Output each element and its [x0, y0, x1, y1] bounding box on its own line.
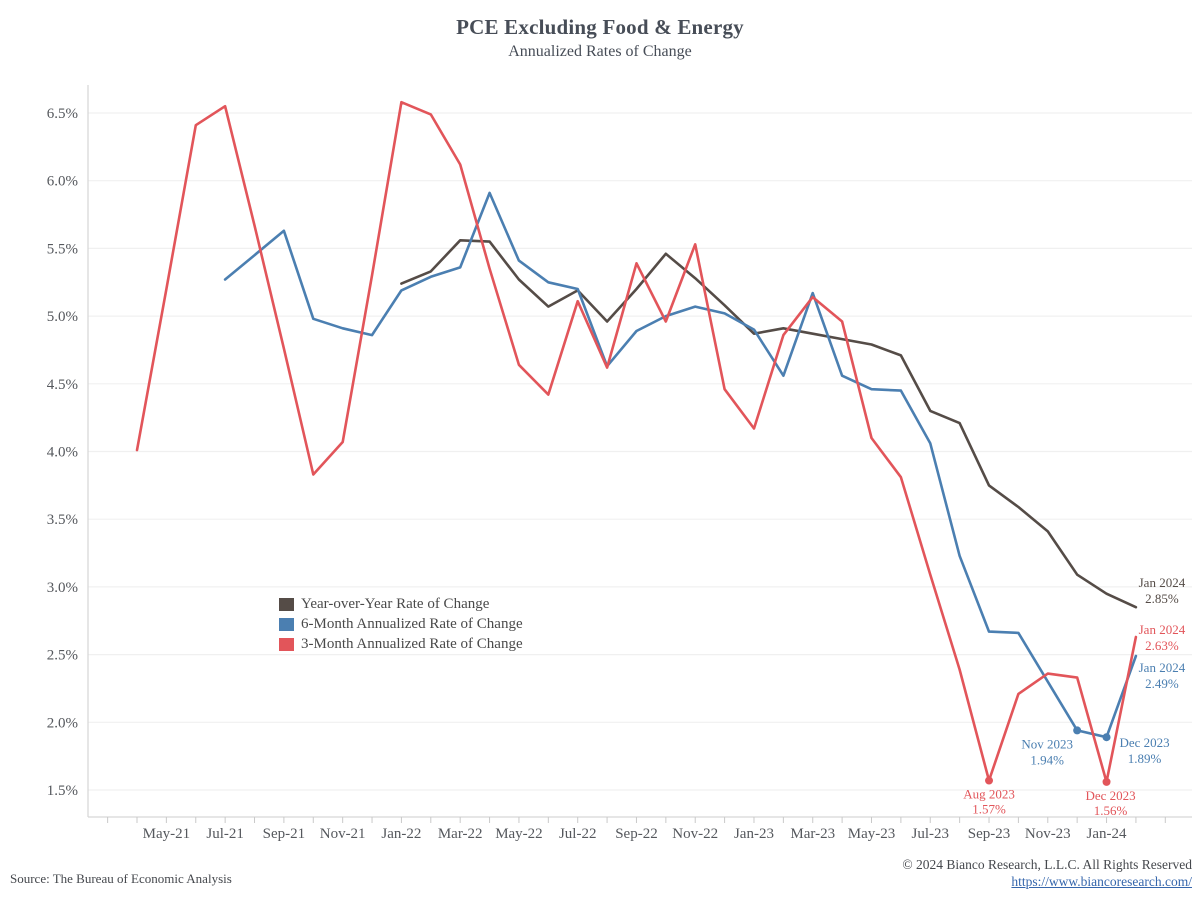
legend-label-3month: 3-Month Annualized Rate of Change — [301, 635, 523, 652]
x-axis-tick-label: Jan-24 — [1087, 826, 1127, 842]
y-axis-tick-label: 4.0% — [47, 445, 78, 461]
x-axis-tick-label: May-22 — [495, 826, 543, 842]
legend-item-3month: 3-Month Annualized Rate of Change — [279, 634, 523, 654]
m6-line — [223, 191, 1138, 739]
m3-annotation-marker — [1102, 777, 1111, 786]
x-axis-tick-label: Mar-23 — [790, 826, 835, 842]
x-axis-tick-label: Jan-22 — [381, 826, 421, 842]
legend-label-yoy: Year-over-Year Rate of Change — [301, 595, 490, 612]
x-axis-tick-label: Jul-22 — [559, 826, 597, 842]
m6-annotation-marker — [1102, 733, 1111, 742]
x-axis-tick-label: Jul-21 — [206, 826, 244, 842]
source-note: Source: The Bureau of Economic Analysis — [10, 871, 232, 886]
y-axis-tick-label: 6.5% — [47, 106, 78, 122]
legend-item-yoy: Year-over-Year Rate of Change — [279, 594, 523, 614]
chart-header: PCE Excluding Food & Energy Annualized R… — [0, 15, 1200, 61]
yoy-annotation-label: Jan 2024 2.85% — [1139, 575, 1186, 606]
x-axis-tick-label: Jan-23 — [734, 826, 774, 842]
x-axis-tick-label: Nov-21 — [320, 826, 366, 842]
m3-annotation-label: Aug 2023 1.57% — [963, 787, 1015, 817]
3month-color-swatch — [279, 637, 294, 651]
y-axis-tick-label: 1.5% — [47, 783, 78, 799]
chart-title: PCE Excluding Food & Energy — [456, 15, 744, 39]
legend-label-6month: 6-Month Annualized Rate of Change — [301, 615, 523, 632]
m6-annotation-label: Dec 2023 1.89% — [1119, 735, 1169, 766]
chart-subtitle: Annualized Rates of Change — [508, 43, 692, 60]
copyright-text: © 2024 Bianco Research, L.L.C. All Right… — [902, 857, 1192, 872]
x-axis-tick-label: Jul-23 — [912, 826, 950, 842]
x-axis-tick-label: Nov-23 — [1025, 826, 1071, 842]
chart-legend: Year-over-Year Rate of Change 6-Month An… — [279, 594, 523, 654]
y-axis-tick-label: 4.5% — [47, 377, 78, 393]
m3-line — [135, 100, 1138, 784]
m3-annotation-marker — [985, 776, 994, 785]
yoy-line — [400, 239, 1138, 609]
copyright-block: © 2024 Bianco Research, L.L.C. All Right… — [902, 856, 1192, 890]
x-axis-tick-label: Mar-22 — [438, 826, 483, 842]
6month-color-swatch — [279, 617, 294, 631]
m3-annotation-label: Dec 2023 1.56% — [1085, 788, 1135, 818]
y-axis-tick-label: 2.0% — [47, 715, 78, 731]
x-axis-tick-label: Nov-22 — [672, 826, 718, 842]
y-axis-tick-label: 5.5% — [47, 241, 78, 257]
yoy-color-swatch — [279, 597, 294, 611]
y-axis-tick-label: 5.0% — [47, 309, 78, 325]
y-axis-tick-label: 2.5% — [47, 648, 78, 664]
m6-annotation-label: Jan 2024 2.49% — [1139, 660, 1186, 691]
y-axis-tick-label: 6.0% — [47, 174, 78, 190]
x-axis-tick-label: May-21 — [143, 826, 191, 842]
m3-annotation-label: Jan 2024 2.63% — [1139, 622, 1186, 653]
legend-item-6month: 6-Month Annualized Rate of Change — [279, 614, 523, 634]
x-axis-tick-label: Sep-21 — [263, 826, 306, 842]
y-axis-tick-label: 3.0% — [47, 580, 78, 596]
x-axis-tick-label: Sep-23 — [968, 826, 1011, 842]
y-axis-tick-label: 3.5% — [47, 512, 78, 528]
research-link[interactable]: https://www.biancoresearch.com/ — [1011, 874, 1192, 889]
x-axis-tick-label: Sep-22 — [615, 826, 658, 842]
m6-annotation-marker — [1073, 726, 1082, 735]
m6-annotation-label: Nov 2023 1.94% — [1021, 736, 1073, 767]
x-axis-tick-label: May-23 — [848, 826, 896, 842]
